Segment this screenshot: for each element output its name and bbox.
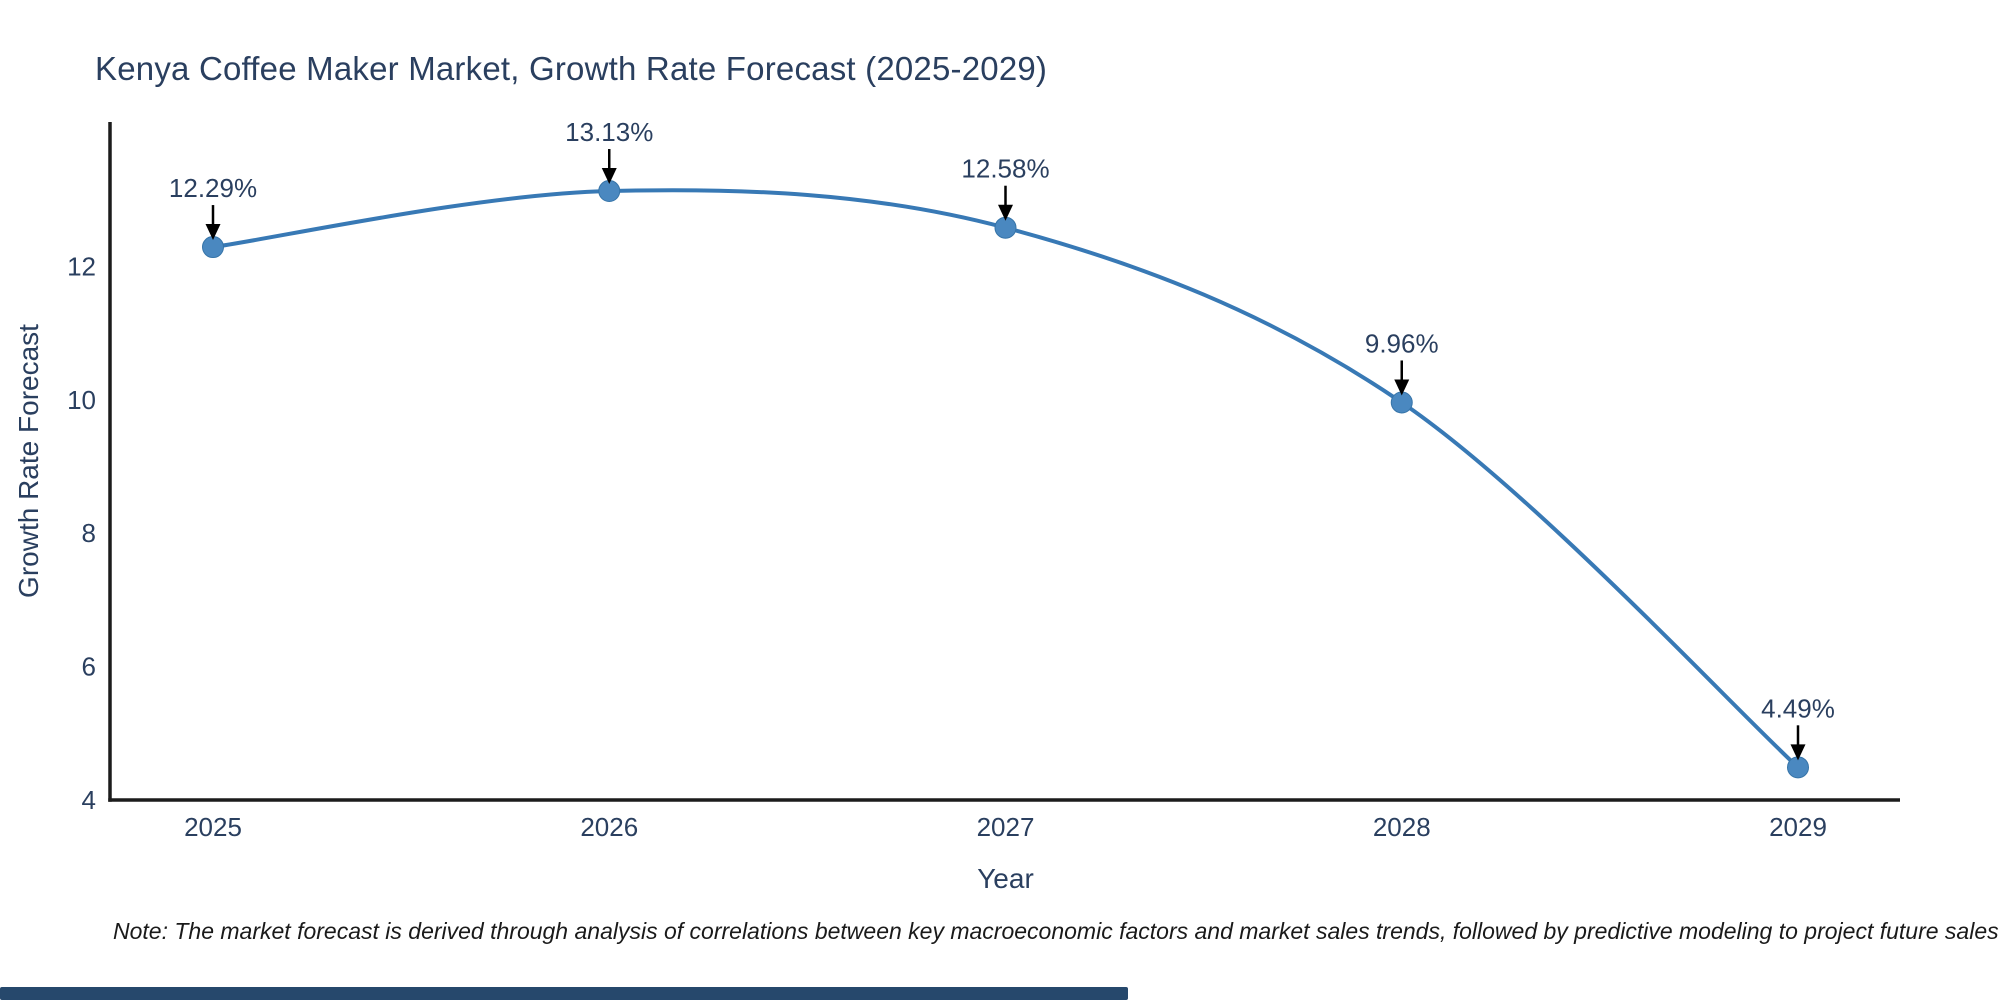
y-tick-label: 6 [82,652,96,682]
y-tick-label: 10 [67,385,96,415]
x-tick-label: 2027 [977,812,1035,842]
x-tick-label: 2025 [184,812,242,842]
x-axis-title: Year [977,863,1034,894]
annotation-arrowhead-icon [205,224,221,241]
annotation-label: 9.96% [1365,328,1439,358]
annotation-arrowhead-icon [1790,744,1806,761]
chart-title: Kenya Coffee Maker Market, Growth Rate F… [95,50,1048,87]
y-tick-label: 12 [67,251,96,281]
footnote: Note: The market forecast is derived thr… [113,918,1999,944]
x-tick-label: 2029 [1769,812,1827,842]
trend-line [211,188,1800,770]
annotation-label: 12.29% [169,173,257,203]
annotation-arrowhead-icon [601,168,617,185]
x-tick-label: 2028 [1373,812,1431,842]
annotation-arrowhead-icon [998,204,1013,221]
y-tick-label: 4 [82,785,96,815]
y-tick-label: 8 [82,518,96,548]
x-tick-label: 2026 [580,812,638,842]
horizontal-scrollbar-thumb[interactable] [0,987,1128,1000]
annotation-label: 12.58% [961,154,1049,184]
annotation-arrowhead-icon [1394,379,1410,396]
y-axis-title: Growth Rate Forecast [13,324,44,598]
annotation-label: 13.13% [565,117,653,147]
annotation-label: 4.49% [1761,693,1835,723]
